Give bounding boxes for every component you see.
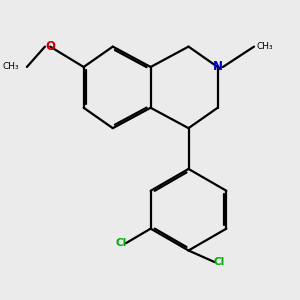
- Text: N: N: [213, 61, 223, 74]
- Text: Cl: Cl: [214, 257, 225, 267]
- Text: Cl: Cl: [116, 238, 127, 248]
- Text: CH₃: CH₃: [3, 62, 20, 71]
- Text: CH₃: CH₃: [257, 42, 274, 51]
- Text: O: O: [45, 40, 55, 53]
